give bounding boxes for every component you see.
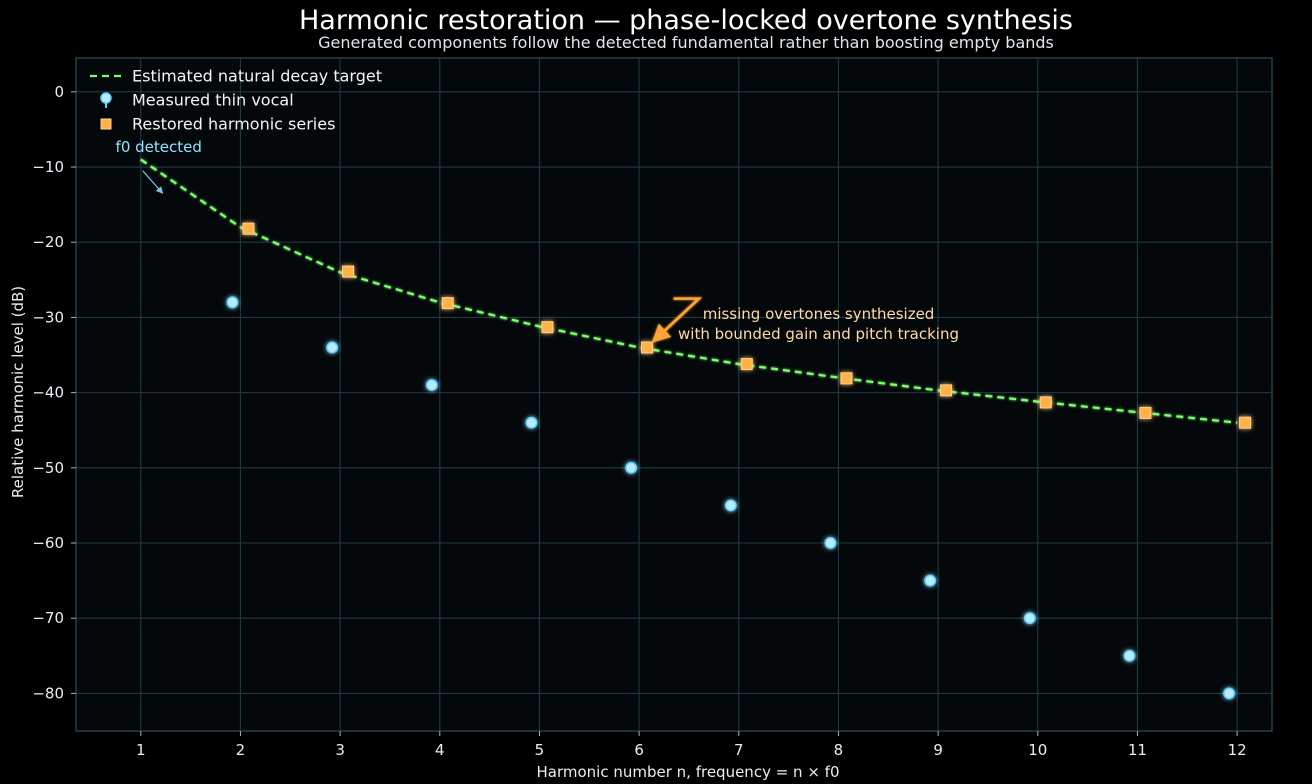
measured-point <box>525 416 538 429</box>
x-tick-label: 10 <box>1028 741 1047 759</box>
x-tick-label: 1 <box>136 741 146 759</box>
restored-point <box>940 384 953 397</box>
data-marks <box>140 91 1252 700</box>
f0-annotation-text: f0 detected <box>116 138 202 156</box>
x-tick-label: 9 <box>933 741 943 759</box>
measured-point <box>1223 687 1236 700</box>
target-decay-line <box>140 158 1238 424</box>
y-tick-label: −60 <box>32 534 64 552</box>
restored-point <box>641 341 654 354</box>
restored-point <box>441 297 454 310</box>
restored-point <box>1239 416 1252 429</box>
restored-point <box>1139 406 1152 419</box>
restored-point <box>1039 396 1052 409</box>
tick-labels: 1 2 3 4 5 6 7 8 9 10 11 120−10−20−30−40−50−60−70−80 <box>32 83 1246 759</box>
restored-point <box>541 321 554 334</box>
x-tick-label: 4 <box>435 741 445 759</box>
x-tick-label: 12 <box>1228 741 1247 759</box>
y-axis-label: Relative harmonic level (dB) <box>9 286 27 498</box>
x-tick-label: 11 <box>1128 741 1147 759</box>
legend-label: Estimated natural decay target <box>132 67 382 86</box>
legend-label: Measured thin vocal <box>132 91 294 110</box>
plot-area <box>75 57 1273 732</box>
measured-point <box>425 379 438 392</box>
measured-point <box>1023 612 1036 625</box>
x-tick-label: 3 <box>335 741 345 759</box>
restored-point <box>342 265 355 278</box>
y-tick-label: −40 <box>32 384 64 402</box>
y-tick-label: −50 <box>32 459 64 477</box>
legend: Estimated natural decay target Measured t… <box>90 67 382 134</box>
y-tick-label: −30 <box>32 308 64 326</box>
annotations: missing overtones synthesized with bounde… <box>116 138 959 343</box>
x-tick-label: 6 <box>634 741 644 759</box>
measured-point <box>625 461 638 474</box>
x-axis-label: Harmonic number n, frequency = n × f0 <box>537 763 840 781</box>
chart-title: Harmonic restoration — phase-locked over… <box>299 5 1073 36</box>
measured-point <box>724 499 737 512</box>
y-tick-label: −80 <box>32 684 64 702</box>
measured-point <box>326 341 339 354</box>
annotation-text-line: with bounded gain and pitch tracking <box>678 325 959 343</box>
x-tick-label: 2 <box>236 741 246 759</box>
y-tick-label: −10 <box>32 158 64 176</box>
measured-point <box>1123 649 1136 662</box>
measured-point <box>226 296 239 309</box>
x-tick-label: 5 <box>535 741 545 759</box>
restored-point <box>840 372 853 385</box>
x-tick-label: 8 <box>834 741 844 759</box>
legend-swatch-measured <box>100 92 112 104</box>
x-tick-label: 7 <box>734 741 744 759</box>
legend-label: Restored harmonic series <box>132 115 335 134</box>
restored-point <box>242 222 255 235</box>
f0-arrow <box>142 170 164 194</box>
restored-point <box>740 358 753 371</box>
y-tick-label: −70 <box>32 609 64 627</box>
grid-lines <box>76 58 1272 731</box>
annotation-text-line: missing overtones synthesized <box>703 305 935 323</box>
chart-subtitle: Generated components follow the detected… <box>318 33 1054 52</box>
measured-point <box>924 574 937 587</box>
annotation-arrow <box>651 297 703 343</box>
y-tick-label: 0 <box>54 83 64 101</box>
y-tick-label: −20 <box>32 233 64 251</box>
measured-point <box>824 537 837 549</box>
legend-swatch-restored <box>100 118 112 130</box>
